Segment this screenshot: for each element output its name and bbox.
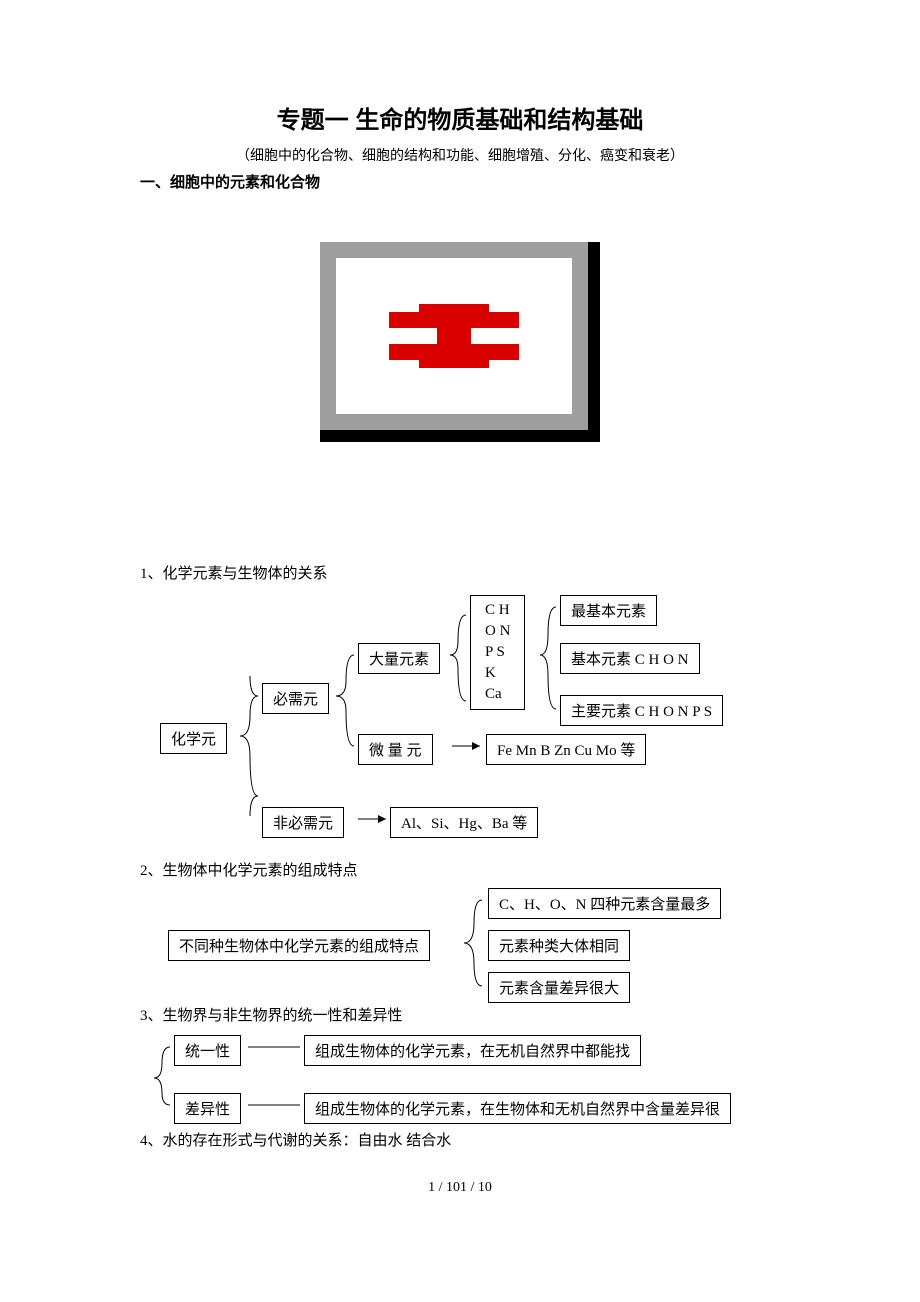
node-micro: 微 量 元: [358, 734, 433, 765]
diagram-1: 化学元 必需元 非必需元 大量元素 微 量 元 C H O N P S K Ca…: [140, 591, 840, 851]
heading-4: 4、水的存在形式与代谢的关系：自由水 结合水: [140, 1129, 840, 1150]
macro-list-line: O N: [485, 621, 510, 642]
heading-2: 2、生物体中化学元素的组成特点: [140, 859, 840, 880]
node-chemical-element: 化学元: [160, 723, 227, 754]
diagram-2: 不同种生物体中化学元素的组成特点 C、H、O、N 四种元素含量最多 元素种类大体…: [140, 888, 840, 998]
node-d2-r3: 元素含量差异很大: [488, 972, 630, 1003]
document-page: 专题一 生命的物质基础和结构基础 （细胞中的化合物、细胞的结构和功能、细胞增殖、…: [0, 0, 920, 1236]
page-footer: 1 / 101 / 10: [80, 1180, 840, 1196]
macro-list-line: Ca: [485, 684, 510, 705]
heading-1: 1、化学元素与生物体的关系: [140, 562, 840, 583]
macro-list-line: K: [485, 663, 510, 684]
node-unity: 统一性: [174, 1035, 241, 1066]
emblem-outer-frame: [320, 242, 600, 442]
node-diff-desc: 组成生物体的化学元素，在生物体和无机自然界中含量差异很: [304, 1093, 731, 1124]
node-nonrequired: 非必需元: [262, 807, 344, 838]
node-required: 必需元: [262, 683, 329, 714]
node-macro-list: C H O N P S K Ca: [470, 595, 525, 710]
emblem-white-field: [336, 258, 572, 414]
emblem-container: [80, 242, 840, 442]
node-nonreq-list: Al、Si、Hg、Ba 等: [390, 807, 538, 838]
node-unity-desc: 组成生物体的化学元素，在无机自然界中都能找: [304, 1035, 641, 1066]
node-d2-r2: 元素种类大体相同: [488, 930, 630, 961]
section-1-heading: 一、细胞中的元素和化合物: [140, 171, 840, 192]
node-basic: 基本元素 C H O N: [560, 643, 700, 674]
node-most-basic: 最基本元素: [560, 595, 657, 626]
emblem-red-glyph: [389, 304, 519, 368]
macro-list-line: C H: [485, 600, 510, 621]
heading-3: 3、生物界与非生物界的统一性和差异性: [140, 1004, 840, 1025]
macro-list-line: P S: [485, 642, 510, 663]
node-diff: 差异性: [174, 1093, 241, 1124]
node-d2-left: 不同种生物体中化学元素的组成特点: [168, 930, 430, 961]
diagram-3: 统一性 组成生物体的化学元素，在无机自然界中都能找 差异性 组成生物体的化学元素…: [140, 1033, 840, 1123]
node-d2-r1: C、H、O、N 四种元素含量最多: [488, 888, 721, 919]
node-macro: 大量元素: [358, 643, 440, 674]
node-micro-list: Fe Mn B Zn Cu Mo 等: [486, 734, 646, 765]
page-subtitle: （细胞中的化合物、细胞的结构和功能、细胞增殖、分化、癌变和衰老）: [80, 145, 840, 165]
page-title: 专题一 生命的物质基础和结构基础: [80, 100, 840, 135]
node-main: 主要元素 C H O N P S: [560, 695, 723, 726]
